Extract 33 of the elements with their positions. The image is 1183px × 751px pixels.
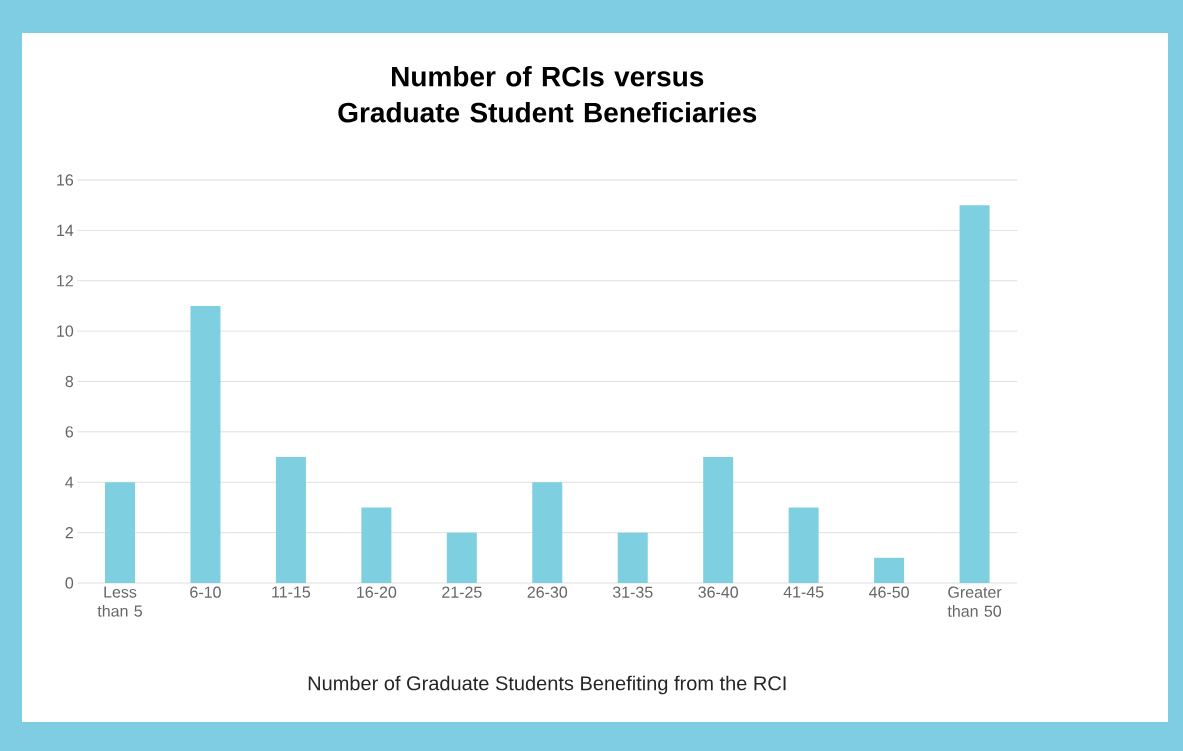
bar bbox=[532, 482, 563, 583]
bar bbox=[190, 305, 221, 583]
y-tick-label: 8 bbox=[65, 375, 74, 388]
x-tick-label: 6-10 bbox=[190, 586, 221, 598]
bar bbox=[788, 507, 819, 583]
x-tick-label: 31-35 bbox=[612, 586, 653, 598]
y-tick-label: 14 bbox=[57, 224, 74, 236]
y-tick-label: 6 bbox=[65, 426, 74, 438]
x-tick-label: 16-20 bbox=[357, 586, 397, 598]
x-tick-label: 46-50 bbox=[869, 586, 909, 598]
y-tick-label: 16 bbox=[57, 174, 74, 186]
x-tick-label: 21-25 bbox=[442, 586, 482, 598]
x-axis-title: Number of Graduate Students Benefiting from the RCI bbox=[308, 675, 786, 695]
x-tick-label: 41-45 bbox=[783, 586, 824, 598]
bar bbox=[361, 507, 392, 583]
y-tick-label: 2 bbox=[65, 527, 73, 539]
chart-title: Number of RCIs versus Graduate Student Beneficiaries bbox=[338, 65, 757, 123]
x-tick-label: 26-30 bbox=[527, 586, 568, 598]
bar bbox=[703, 457, 734, 583]
x-tick-label: Less than 5 bbox=[97, 586, 143, 617]
bar bbox=[105, 482, 135, 583]
x-tick-label: 36-40 bbox=[698, 586, 739, 598]
x-tick-label: 11-15 bbox=[272, 586, 311, 598]
x-tick-label: Greater than 50 bbox=[947, 586, 1002, 617]
bar bbox=[874, 557, 905, 583]
bar bbox=[617, 532, 648, 583]
y-tick-label: 10 bbox=[57, 325, 74, 337]
y-tick-label: 12 bbox=[57, 275, 73, 287]
y-tick-label: 4 bbox=[65, 476, 74, 488]
bar bbox=[446, 532, 477, 583]
bar bbox=[275, 457, 306, 583]
y-tick-label: 0 bbox=[65, 577, 74, 589]
bar bbox=[959, 205, 990, 583]
